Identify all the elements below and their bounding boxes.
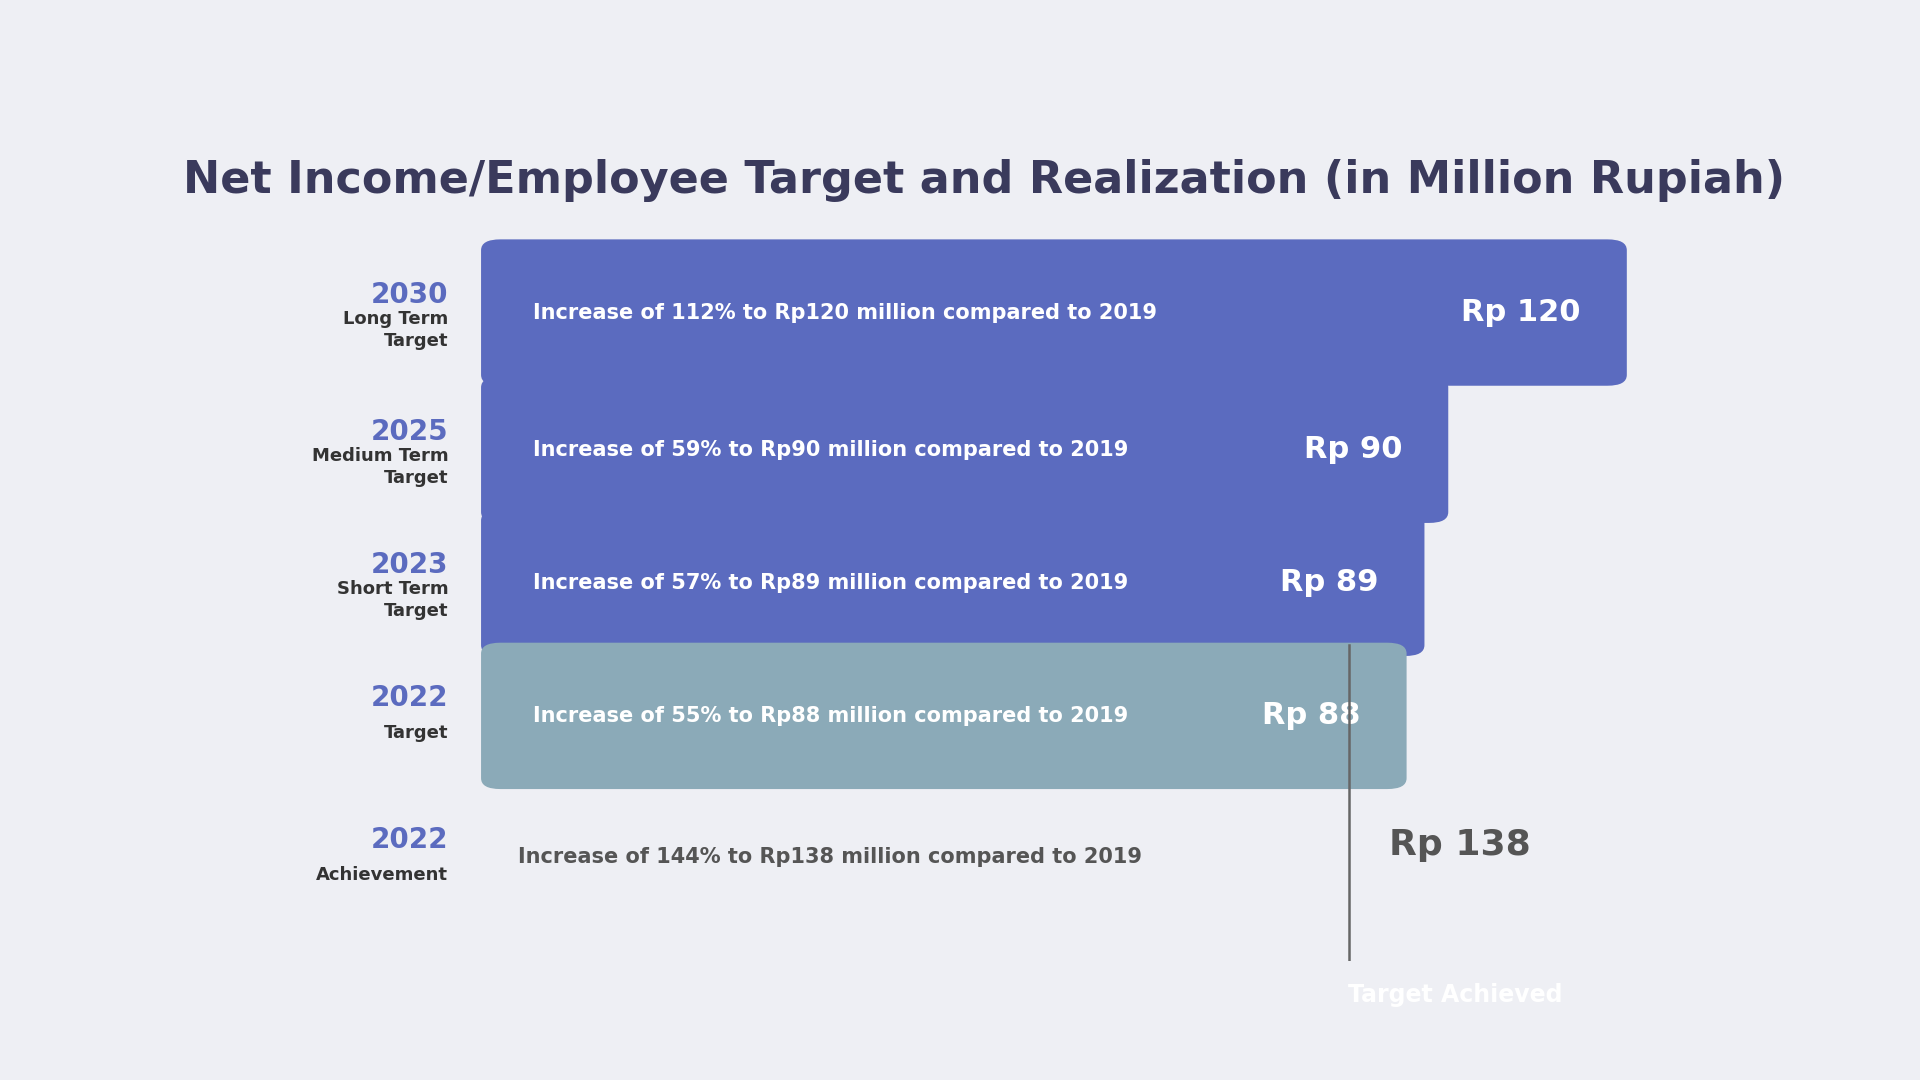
Text: Long Term
Target: Long Term Target (344, 310, 449, 350)
Text: 2023: 2023 (371, 552, 449, 579)
FancyBboxPatch shape (1346, 974, 1567, 1017)
Text: Increase of 55% to Rp88 million compared to 2019: Increase of 55% to Rp88 million compared… (534, 706, 1129, 726)
Text: Rp 90: Rp 90 (1304, 435, 1402, 464)
Text: Increase of 144% to Rp138 million compared to 2019: Increase of 144% to Rp138 million compar… (518, 847, 1142, 867)
Text: Increase of 112% to Rp120 million compared to 2019: Increase of 112% to Rp120 million compar… (534, 302, 1158, 323)
Text: 2022: 2022 (371, 826, 449, 854)
Text: Rp 88: Rp 88 (1261, 701, 1361, 730)
Text: Short Term
Target: Short Term Target (336, 580, 449, 620)
Text: Rp 138: Rp 138 (1390, 827, 1530, 862)
Text: Rp 120: Rp 120 (1461, 298, 1580, 327)
Text: Net Income/Employee Target and Realization (in Million Rupiah): Net Income/Employee Target and Realizati… (182, 159, 1786, 202)
FancyBboxPatch shape (482, 510, 1425, 656)
Text: 2030: 2030 (371, 281, 449, 309)
Text: Increase of 57% to Rp89 million compared to 2019: Increase of 57% to Rp89 million compared… (534, 572, 1129, 593)
Text: Target Achieved: Target Achieved (1348, 983, 1563, 1008)
Text: Medium Term
Target: Medium Term Target (311, 447, 449, 487)
FancyBboxPatch shape (482, 643, 1407, 789)
FancyBboxPatch shape (482, 377, 1448, 523)
FancyBboxPatch shape (482, 240, 1626, 386)
Text: Rp 89: Rp 89 (1281, 568, 1379, 597)
Text: Target: Target (384, 725, 449, 742)
Text: 2022: 2022 (371, 685, 449, 713)
Text: Increase of 59% to Rp90 million compared to 2019: Increase of 59% to Rp90 million compared… (534, 440, 1129, 460)
Text: Achievement: Achievement (317, 866, 449, 883)
Text: 2025: 2025 (371, 418, 449, 446)
